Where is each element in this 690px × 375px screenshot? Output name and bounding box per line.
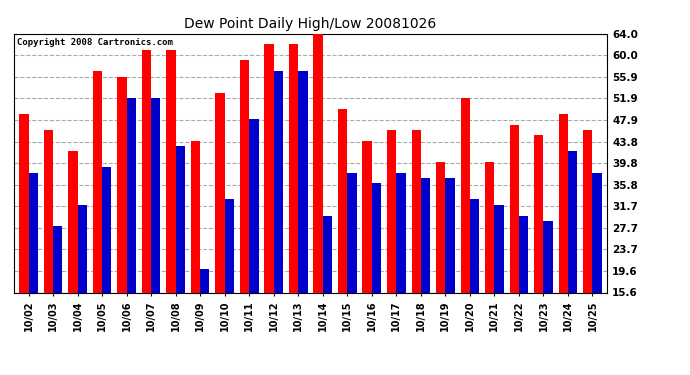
Bar [387, 130, 396, 292]
Bar [396, 173, 406, 292]
Bar [289, 45, 298, 292]
Bar [583, 130, 593, 292]
Bar [274, 71, 283, 292]
Title: Dew Point Daily High/Low 20081026: Dew Point Daily High/Low 20081026 [184, 17, 437, 31]
Bar [593, 173, 602, 292]
Bar [559, 114, 568, 292]
Bar [568, 152, 578, 292]
Bar [445, 178, 455, 292]
Bar [166, 50, 176, 292]
Bar [249, 119, 259, 292]
Bar [470, 200, 479, 292]
Bar [176, 146, 185, 292]
Bar [151, 98, 161, 292]
Bar [347, 173, 357, 292]
Bar [323, 216, 332, 292]
Bar [264, 45, 274, 292]
Bar [200, 269, 210, 292]
Bar [298, 71, 308, 292]
Bar [495, 205, 504, 292]
Bar [436, 162, 445, 292]
Bar [544, 221, 553, 292]
Bar [534, 135, 544, 292]
Bar [68, 152, 77, 292]
Bar [43, 130, 53, 292]
Bar [53, 226, 62, 292]
Bar [240, 60, 249, 292]
Bar [215, 93, 225, 292]
Bar [460, 98, 470, 292]
Text: Copyright 2008 Cartronics.com: Copyright 2008 Cartronics.com [17, 38, 172, 46]
Bar [510, 124, 519, 292]
Bar [338, 109, 347, 292]
Bar [142, 50, 151, 292]
Bar [485, 162, 495, 292]
Bar [92, 71, 102, 292]
Bar [313, 34, 323, 292]
Bar [19, 114, 28, 292]
Bar [519, 216, 529, 292]
Bar [102, 167, 111, 292]
Bar [225, 200, 234, 292]
Bar [362, 141, 372, 292]
Bar [28, 173, 38, 292]
Bar [191, 141, 200, 292]
Bar [372, 183, 381, 292]
Bar [117, 76, 126, 292]
Bar [77, 205, 87, 292]
Bar [411, 130, 421, 292]
Bar [421, 178, 430, 292]
Bar [126, 98, 136, 292]
